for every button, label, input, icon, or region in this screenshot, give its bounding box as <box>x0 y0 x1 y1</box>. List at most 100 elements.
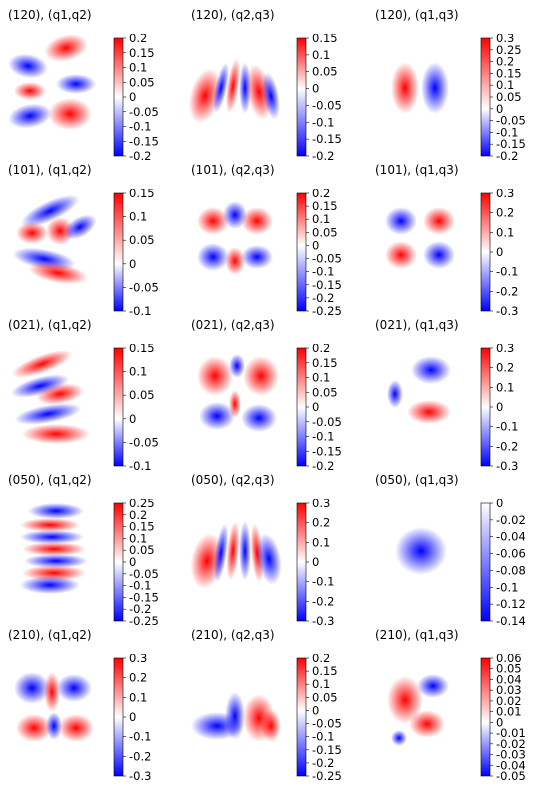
negative-lobe <box>239 521 251 581</box>
heatmap-plot <box>197 354 279 432</box>
heatmap-plot <box>391 62 449 114</box>
panel-5: (101), (q2,q3) 0.2 0.15 0.1 0.05 0 -0.05 -0.1-… <box>183 159 366 319</box>
panel-title: (021), (q2,q3) <box>191 318 275 332</box>
colorbar-tick-label: -0.1 <box>312 575 334 589</box>
panel-title: (050), (q1,q2) <box>8 473 92 487</box>
colorbar: 0.060.050.040.030.020.010-0.01-0.02-0.03… <box>480 654 526 782</box>
colorbar-tick-label: -0.12 <box>496 597 526 611</box>
panel-title: (210), (q2,q3) <box>191 628 275 642</box>
negative-lobe <box>56 674 92 702</box>
colorbar-tick-label: -0.1 <box>129 459 151 472</box>
panel-14: (210), (q2,q3) 0.2 0.15 0.1 0.05 0 -0.05 -0.1-… <box>183 624 366 784</box>
colorbar-tick-label: 0.1 <box>496 225 514 239</box>
colorbar-tick-label: 0.3 <box>496 344 514 355</box>
panel-11: (050), (q2,q3) 0.3 0.2 0.1 0 -0.1 -0.2 -0.3 <box>183 469 366 629</box>
panel-3: (120), (q1,q3) 0.3 0.25 0.2 0.15 0.1 0.05 0 -0.… <box>367 4 550 164</box>
colorbar-tick-label: 0 <box>496 715 503 729</box>
positive-lobe <box>16 714 52 742</box>
negative-lobe <box>20 530 84 544</box>
colorbar-tick-label: -0.1 <box>496 265 518 279</box>
colorbar-tick-label: -0.04 <box>496 758 526 772</box>
colorbar-tick-label: 0.1 <box>496 78 514 92</box>
heatmap-plot <box>12 194 97 285</box>
positive-lobe <box>391 62 419 114</box>
colorbar-tick-label: -0.2 <box>129 749 151 763</box>
colorbar-tick-label: -0.14 <box>496 614 526 627</box>
colorbar-tick-label: -0.25 <box>312 769 342 782</box>
colorbar-tick-label: 0 <box>129 555 136 569</box>
colorbar-gradient <box>296 502 307 622</box>
colorbar-tick-label: -0.06 <box>496 547 526 561</box>
colorbar-tick-label: -0.25 <box>312 304 342 317</box>
negative-lobe <box>199 402 235 430</box>
heatmap-plot <box>10 350 90 444</box>
colorbar-tick-label: -0.2 <box>496 284 518 298</box>
colorbar-tick-label: -0.05 <box>312 98 342 112</box>
negative-lobe <box>8 103 52 129</box>
negative-lobe <box>391 730 407 746</box>
positive-lobe <box>197 207 229 235</box>
positive-lobe <box>226 521 240 581</box>
colorbar-tick-label: -0.1 <box>496 420 518 434</box>
colorbar-tick-label: -0.1 <box>496 125 518 139</box>
colorbar-tick-label: -0.3 <box>129 769 151 782</box>
negative-lobe <box>28 503 84 519</box>
colorbar-tick-label: -0.05 <box>312 252 342 266</box>
positive-lobe <box>28 261 88 285</box>
colorbar: 0.20.150.10.050-0.05-0.1-0.15-0.2 <box>113 34 159 162</box>
colorbar-tick-label: 0 <box>496 245 503 259</box>
positive-lobe <box>261 710 281 742</box>
colorbar: 0.3 0.2 0.1 0 -0.1 -0.2 -0.3 <box>480 344 518 472</box>
colorbar-tick-label: 0 <box>129 710 136 724</box>
panel-title: (120), (q1,q2) <box>8 8 92 22</box>
panel-13: (210), (q1,q2) 0.3 0.2 0.1 0 -0.1 -0.2 -0.3 <box>0 624 183 784</box>
positive-lobe <box>409 710 445 738</box>
panel-title: (210), (q1,q3) <box>375 628 459 642</box>
negative-lobe <box>213 62 229 114</box>
positive-lobe <box>22 542 86 556</box>
negative-lobe <box>24 554 88 568</box>
colorbar-gradient <box>113 37 124 157</box>
negative-lobe <box>229 354 245 378</box>
colorbar: 0.250.20.150.10.050-0.05-0.1-0.15-0.2-0.… <box>113 499 159 627</box>
panel-title: (120), (q1,q3) <box>375 8 459 22</box>
positive-lobe <box>385 241 417 269</box>
colorbar-tick-label: 0.2 <box>496 55 514 69</box>
negative-lobe <box>46 712 62 740</box>
colorbar: 0.15 0.1 0.05 0 -0.05 -0.1 -0.15 -0.2 <box>296 34 342 162</box>
positive-lobe <box>44 34 88 62</box>
colorbar: 0.30.250.20.150.10.050-0.05-0.1-0.15-0.2 <box>480 34 526 162</box>
heatmap-plot <box>14 672 94 742</box>
colorbar-tick-label: 0 <box>312 555 319 569</box>
colorbar: 0.3 0.2 0.1 0 -0.1 -0.2 -0.3 <box>296 499 334 627</box>
colorbar-tick-label: 0.05 <box>129 543 155 557</box>
colorbar-gradient <box>480 502 491 622</box>
colorbar-gradient <box>113 347 124 467</box>
colorbar: 0.3 0.2 0.1 0 -0.1 -0.2 -0.3 <box>480 189 518 317</box>
negative-lobe <box>14 672 50 704</box>
colorbar-tick-label: 0.1 <box>312 677 330 691</box>
colorbar: 0.20.150.10.050-0.05-0.1-0.15-0.2-0.25 <box>296 654 342 782</box>
colorbar-tick-label: 0.15 <box>129 520 155 534</box>
colorbar-tick-label: -0.2 <box>496 439 518 453</box>
positive-lobe <box>14 82 46 100</box>
colorbar-tick-label: -0.1 <box>312 265 334 279</box>
colorbar-tick-label: -0.3 <box>496 459 518 472</box>
heatmap-plot <box>385 207 455 269</box>
colorbar-tick-label: 0.2 <box>129 671 147 685</box>
negative-lobe <box>241 404 277 432</box>
colorbar-tick-label: 0.02 <box>496 694 522 708</box>
colorbar-tick-label: 0.1 <box>129 61 147 75</box>
positive-lobe <box>36 383 84 405</box>
panel-15: (210), (q1,q3) 0.06 0.05 0.04 0.03 0.02 0.01 0… <box>367 624 550 784</box>
colorbar-tick-label: 0.2 <box>312 189 330 200</box>
colorbar-tick-label: 0 <box>312 82 319 96</box>
colorbar-tick-label: -0.05 <box>129 280 159 294</box>
colorbar-tick-label: -0.01 <box>496 726 526 740</box>
panel-7: (021), (q1,q2) 0.15 0.1 0.05 0 -0.05 -0.1 <box>0 314 183 474</box>
colorbar-gradient <box>296 192 307 312</box>
colorbar-tick-label: -0.3 <box>496 304 518 317</box>
colorbar-tick-label: 0.15 <box>312 356 338 370</box>
colorbar-tick-label: -0.02 <box>496 737 526 751</box>
negative-lobe <box>395 527 447 575</box>
